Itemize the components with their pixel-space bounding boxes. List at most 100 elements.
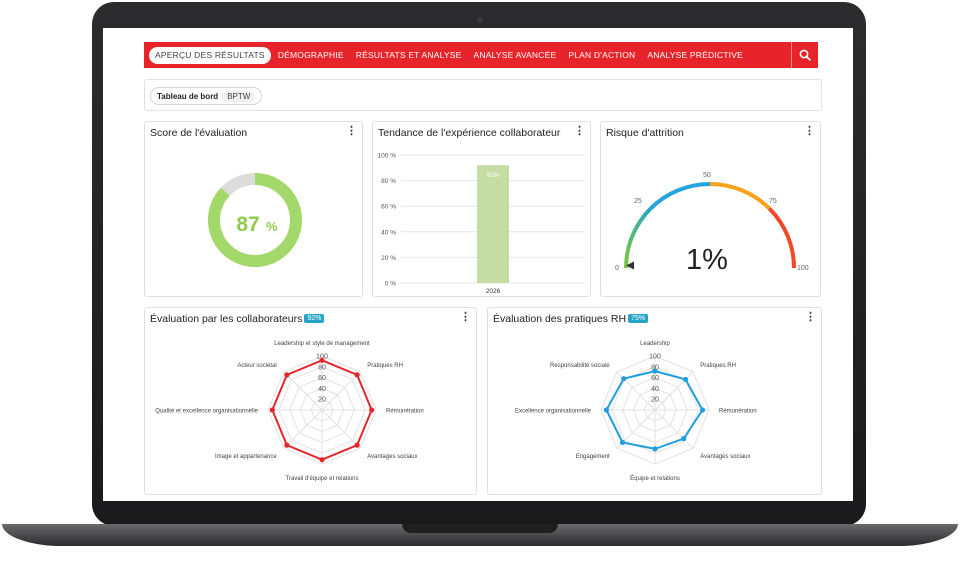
radar-axis-label: Avantages sociaux: [700, 454, 750, 460]
radar-tick-label: 60: [318, 375, 326, 382]
radar-point[interactable]: [269, 407, 275, 413]
dashboard-filter-chip[interactable]: Tableau de bord BPTW: [150, 87, 263, 105]
radar-collab-badge: 92%: [304, 314, 325, 323]
radar-axis: [283, 409, 323, 449]
radar-point[interactable]: [284, 442, 290, 448]
radar-tick-label: 60: [651, 375, 659, 382]
filter-value: BPTW: [222, 90, 256, 102]
laptop-base: [2, 524, 958, 546]
trend-card: Tendance de l'expérience collaborateur ⋮…: [372, 121, 591, 297]
radar-point[interactable]: [652, 446, 658, 452]
radar-point[interactable]: [319, 457, 325, 463]
search-icon: [799, 49, 811, 61]
gauge-label-0: 0: [615, 265, 619, 272]
radar-tick-label: 100: [649, 354, 661, 361]
radar-axis-label: Image et appartenance: [215, 454, 277, 460]
score-value: 87: [236, 213, 259, 236]
radar-axis-label: Responsabilité sociale: [550, 363, 610, 369]
camera-dot: [477, 17, 483, 23]
radar-axis-label: Pratiques RH: [367, 363, 403, 369]
x-tick-label: 2026: [486, 288, 501, 295]
trend-card-title: Tendance de l'expérience collaborateur: [378, 127, 561, 139]
y-tick-label: 20 %: [381, 255, 396, 262]
gauge-label-50: 50: [703, 172, 711, 179]
radar-axis-label: Engagement: [576, 454, 610, 460]
kebab-menu-icon[interactable]: ⋮: [460, 311, 471, 323]
score-unit: %: [266, 219, 278, 234]
gauge-label-75: 75: [769, 198, 777, 205]
radar-collab-title-text: Évaluation par les collaborateurs: [150, 313, 303, 325]
radar-axis-label: Travail d'équipe et relations: [286, 476, 359, 482]
radar-axis: [654, 409, 694, 449]
radar-point[interactable]: [699, 407, 706, 413]
attrition-card-title: Risque d'attrition: [606, 127, 684, 139]
radar-axis-label: Excellence organisationnelle: [515, 409, 592, 415]
score-card-title: Score de l'évaluation: [150, 127, 248, 139]
radar-point[interactable]: [319, 357, 325, 363]
radar-tick-label: 80: [318, 364, 326, 371]
radar-tick-label: 80: [651, 364, 659, 371]
radar-tick-label: 20: [651, 397, 659, 404]
bar[interactable]: [477, 165, 509, 283]
radar-point[interactable]: [284, 372, 290, 378]
radar-tick-label: 100: [316, 354, 328, 361]
y-tick-label: 80 %: [381, 178, 396, 185]
radar-rh-badge: 75%: [628, 314, 649, 323]
search-button[interactable]: [791, 42, 818, 68]
gauge-label-100: 100: [797, 265, 809, 272]
filter-bar: Tableau de bord BPTW: [144, 79, 822, 111]
gauge-pointer: [626, 261, 635, 270]
radar-point[interactable]: [682, 376, 689, 383]
radar-rh-title-text: Évaluation des pratiques RH: [493, 313, 627, 325]
radar-rh-card: Évaluation des pratiques RH 75% ⋮ 20 40 60 8…: [487, 307, 822, 495]
kebab-menu-icon[interactable]: ⋮: [804, 125, 815, 137]
y-tick-label: 60 %: [381, 204, 396, 211]
radar-axis: [321, 409, 361, 449]
radar-point[interactable]: [621, 376, 627, 382]
radar-collab-title: Évaluation par les collaborateurs 92%: [150, 313, 325, 325]
y-tick-label: 0 %: [385, 281, 396, 288]
radar-point[interactable]: [354, 442, 360, 448]
attrition-card: Risque d'attrition ⋮ 0 25 50 75 100 1%: [600, 121, 821, 297]
kebab-menu-icon[interactable]: ⋮: [805, 311, 816, 323]
radar-axis-label: Équipe et relations: [630, 475, 680, 482]
bar-data-label: 92%: [486, 172, 499, 179]
tab-analyse-avancee[interactable]: ANALYSE AVANCÉE: [473, 49, 557, 60]
radar-rh-title: Évaluation des pratiques RH 75%: [493, 313, 649, 325]
score-arc: [208, 173, 302, 267]
radar-point[interactable]: [354, 372, 360, 378]
radar-point[interactable]: [369, 407, 375, 413]
radar-axis-label: Leadership et style de management: [274, 341, 370, 347]
tab-plan-action[interactable]: PLAN D'ACTION: [568, 49, 636, 60]
radar-axis: [321, 371, 361, 411]
radar-axis-label: Qualité et excellence organisationnelle: [155, 409, 258, 415]
radar-point[interactable]: [681, 436, 687, 442]
radar-rh-chart: 20 40 60 80 100 Leadership Pratiques RH Rémunér…: [515, 341, 757, 482]
main-navbar: APERÇU DES RÉSULTATS DÉMOGRAPHIE RÉSULTA…: [144, 42, 818, 68]
dashboard-screen: APERÇU DES RÉSULTATS DÉMOGRAPHIE RÉSULTA…: [103, 28, 853, 501]
tab-apercu[interactable]: APERÇU DES RÉSULTATS: [149, 46, 271, 64]
radar-axis-label: Pratiques RH: [700, 363, 736, 369]
radar-axis-label: Avantages sociaux: [367, 454, 417, 460]
y-tick-label: 100 %: [378, 153, 397, 160]
radar-tick-label: 20: [318, 397, 326, 404]
radar-point[interactable]: [619, 439, 626, 446]
filter-label: Tableau de bord: [157, 91, 219, 101]
tab-resultats-analyse[interactable]: RÉSULTATS ET ANALYSE: [355, 49, 462, 60]
radar-axis-label: Rémunération: [386, 409, 424, 415]
tab-demographie[interactable]: DÉMOGRAPHIE: [277, 49, 344, 60]
radar-axis-label: Acteur sociétal: [237, 363, 276, 369]
trend-bar-chart: 0 % 20 % 40 % 60 % 80 % 100 % 92% 2026: [378, 153, 585, 295]
kebab-menu-icon[interactable]: ⋮: [574, 125, 585, 137]
laptop-notch: [402, 524, 558, 533]
radar-point[interactable]: [603, 407, 609, 413]
radar-point[interactable]: [652, 368, 658, 374]
radar-axis-label: Rémunération: [719, 409, 757, 415]
kebab-menu-icon[interactable]: ⋮: [346, 125, 357, 137]
radar-collab-card: Évaluation par les collaborateurs 92% ⋮ 2…: [144, 307, 477, 495]
radar-collab-chart: 20 40 60 80 100 Leadership et style de manage…: [155, 341, 424, 482]
radar-axis-label: Leadership: [640, 341, 670, 347]
tab-analyse-predictive[interactable]: ANALYSE PRÉDICTIVE: [647, 49, 743, 60]
gauge-label-25: 25: [634, 198, 642, 205]
y-tick-label: 40 %: [381, 229, 396, 236]
